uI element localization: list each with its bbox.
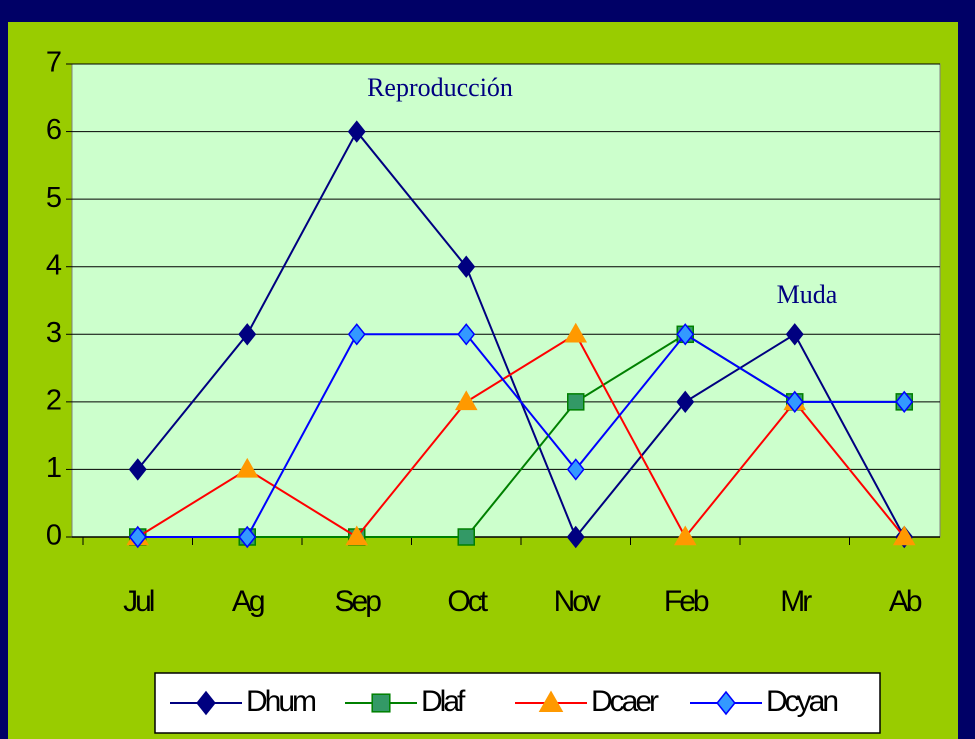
- x-tick-label: Nov: [554, 585, 601, 618]
- y-tick-label: 6: [46, 114, 62, 146]
- annotation: Muda: [777, 280, 838, 309]
- marker: [567, 393, 585, 411]
- y-tick-label: 7: [46, 47, 62, 79]
- marker: [371, 693, 391, 713]
- marker: [454, 390, 478, 411]
- marker: [892, 525, 916, 546]
- legend-label: Dlaf: [421, 685, 466, 718]
- plot-area: [71, 63, 941, 538]
- y-tick-label: 4: [46, 249, 62, 281]
- y-tick-label: 2: [46, 385, 62, 417]
- marker: [128, 458, 147, 481]
- marker: [345, 525, 369, 546]
- marker: [238, 323, 257, 346]
- marker: [347, 120, 366, 143]
- marker: [457, 255, 476, 278]
- x-tick-label: Mr: [780, 585, 812, 618]
- marker: [196, 690, 216, 716]
- x-tick-label: Sep: [335, 585, 382, 618]
- series-line: [137, 332, 905, 538]
- marker: [235, 457, 259, 478]
- y-tick-label: 3: [46, 317, 62, 349]
- marker: [676, 390, 695, 414]
- x-tick-label: Ab: [889, 585, 922, 618]
- marker: [716, 690, 736, 716]
- y-tick-label: 5: [46, 182, 62, 214]
- marker: [895, 390, 914, 414]
- x-tick-label: Jul: [123, 585, 154, 618]
- series-line: [137, 332, 906, 539]
- legend-label: Dhum: [246, 685, 316, 718]
- x-tick-label: Ag: [232, 585, 264, 618]
- marker: [676, 323, 695, 346]
- y-tick-label: 1: [46, 452, 62, 484]
- x-tick-label: Feb: [664, 585, 709, 618]
- marker: [347, 323, 366, 346]
- legend-label: Dcaer: [591, 685, 659, 718]
- marker: [457, 528, 475, 546]
- marker: [457, 323, 476, 346]
- y-tick-label: 0: [46, 520, 62, 552]
- marker: [785, 390, 804, 414]
- marker: [673, 525, 697, 546]
- marker: [238, 525, 257, 549]
- annotation: Reproducción: [367, 73, 513, 102]
- marker: [785, 323, 804, 346]
- legend-label: Dcyan: [766, 685, 837, 718]
- marker: [128, 525, 147, 549]
- marker: [566, 525, 585, 549]
- marker: [566, 458, 585, 481]
- marker: [538, 690, 564, 712]
- marker: [564, 322, 588, 343]
- x-tick-label: Oct: [447, 585, 488, 618]
